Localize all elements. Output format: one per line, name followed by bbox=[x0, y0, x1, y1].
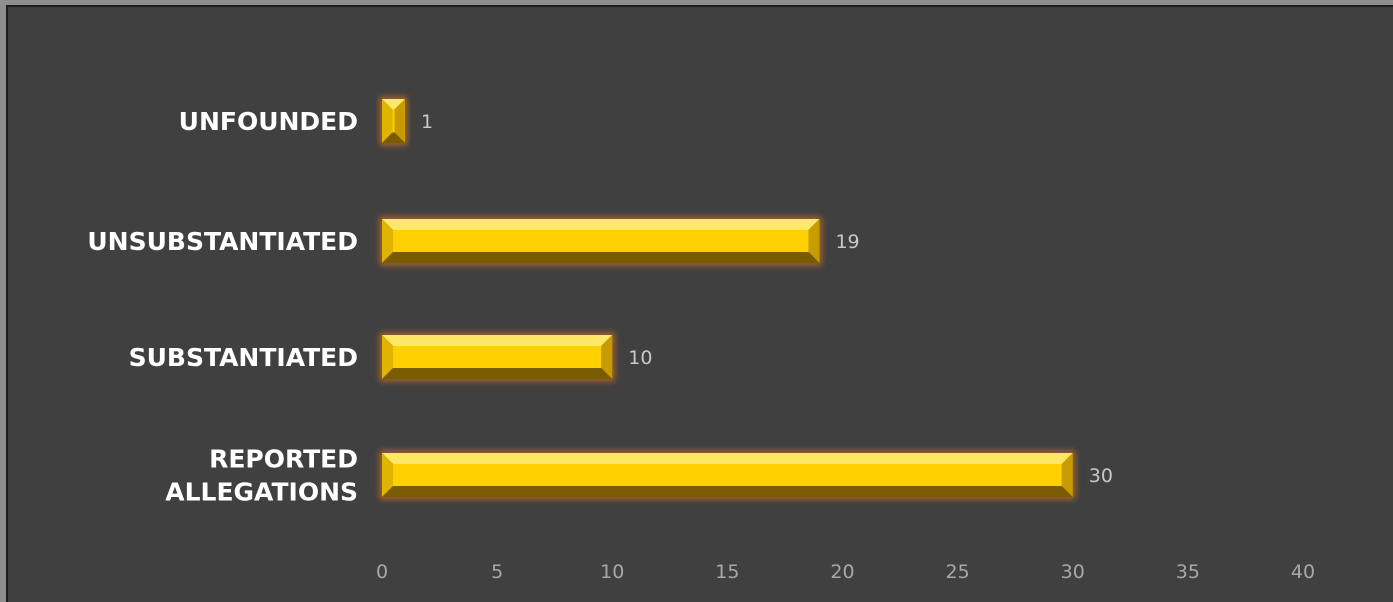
x-tick-label: 10 bbox=[600, 561, 624, 583]
category-label: UNSUBSTANTIATED bbox=[87, 227, 358, 256]
data-label: 30 bbox=[1089, 465, 1113, 487]
x-tick-label: 40 bbox=[1291, 561, 1315, 583]
category-label: UNFOUNDED bbox=[179, 107, 358, 136]
data-label: 10 bbox=[628, 347, 652, 369]
data-label: 19 bbox=[835, 231, 859, 253]
data-label: 1 bbox=[421, 111, 433, 133]
bar-chart: UNFOUNDED UNSUBSTANTIATED SUBSTANTIATED REP… bbox=[87, 96, 1315, 583]
bars-layer bbox=[379, 96, 1076, 500]
category-label: SUBSTANTIATED bbox=[129, 343, 358, 372]
category-labels: UNFOUNDED UNSUBSTANTIATED SUBSTANTIATED REP… bbox=[87, 107, 358, 507]
x-tick-label: 5 bbox=[491, 561, 503, 583]
x-tick-label: 15 bbox=[715, 561, 739, 583]
x-tick-label: 0 bbox=[376, 561, 388, 583]
x-tick-label: 35 bbox=[1176, 561, 1200, 583]
bar bbox=[379, 450, 1076, 500]
data-labels: 1 19 10 30 bbox=[421, 111, 1113, 487]
x-tick-label: 20 bbox=[830, 561, 854, 583]
bar bbox=[379, 96, 409, 146]
x-tick-label: 25 bbox=[946, 561, 970, 583]
bar bbox=[379, 332, 616, 382]
bar bbox=[379, 216, 823, 266]
x-tick-label: 30 bbox=[1061, 561, 1085, 583]
category-label: REPORTED ALLEGATIONS bbox=[165, 445, 358, 507]
x-axis-tick-labels: 0 5 10 15 20 25 30 35 40 bbox=[376, 561, 1315, 583]
